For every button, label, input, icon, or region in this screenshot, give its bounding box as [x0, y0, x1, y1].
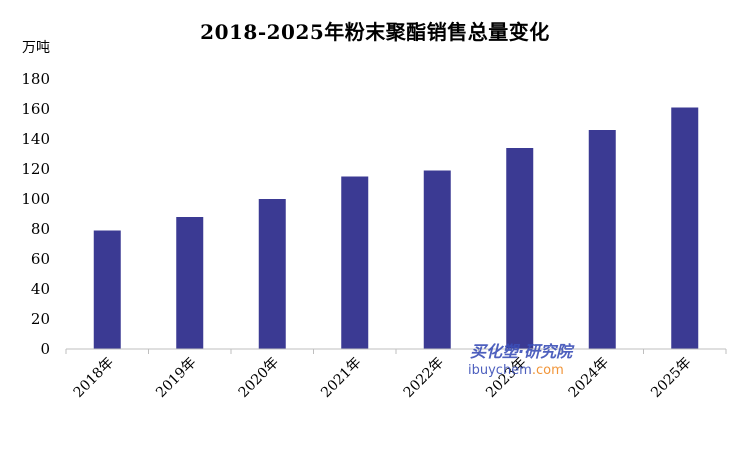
bar	[671, 107, 699, 349]
y-tick-label: 120	[21, 160, 50, 178]
y-axis-ticks: 0 20 40 60 80 100 120 140 160 180	[21, 70, 50, 358]
watermark-logo: 买化塑·研究院 ibuychem.com	[468, 342, 575, 378]
y-axis-unit-label: 万吨	[22, 40, 50, 56]
bar	[423, 170, 451, 349]
bar	[258, 199, 286, 349]
x-category-label: 2022年	[401, 355, 447, 401]
x-axis-labels: 2018年 2019年 2020年 2021年 2022年 2023年 2024年 2025年	[71, 355, 695, 401]
watermark-brand-text: 买化塑·研究院	[470, 342, 575, 361]
x-category-label: 2018年	[71, 355, 117, 401]
bars	[93, 107, 699, 349]
bar	[506, 148, 534, 349]
bar	[588, 130, 616, 349]
watermark-url-prefix: ibuychem	[468, 363, 532, 378]
y-tick-label: 20	[31, 310, 50, 328]
y-tick-label: 60	[31, 250, 50, 268]
y-tick-label: 160	[21, 100, 50, 118]
y-tick-label: 0	[40, 340, 50, 358]
y-tick-label: 80	[31, 220, 50, 238]
x-category-label: 2020年	[236, 355, 282, 401]
bar	[176, 217, 204, 349]
y-tick-label: 140	[21, 130, 50, 148]
x-axis-tick-marks	[65, 349, 727, 354]
chart-title: 2018-2025年粉末聚酯销售总量变化	[200, 20, 550, 44]
y-tick-label: 40	[31, 280, 50, 298]
x-category-label: 2019年	[153, 355, 199, 401]
bar	[93, 230, 121, 349]
y-tick-label: 100	[21, 190, 50, 208]
y-tick-label: 180	[21, 70, 50, 88]
watermark-url-suffix: .com	[532, 363, 564, 378]
x-category-label: 2024年	[566, 355, 612, 401]
x-category-label: 2021年	[318, 355, 364, 401]
watermark-url-text: ibuychem.com	[468, 363, 564, 378]
x-category-label: 2025年	[648, 355, 694, 401]
bar	[341, 176, 369, 349]
